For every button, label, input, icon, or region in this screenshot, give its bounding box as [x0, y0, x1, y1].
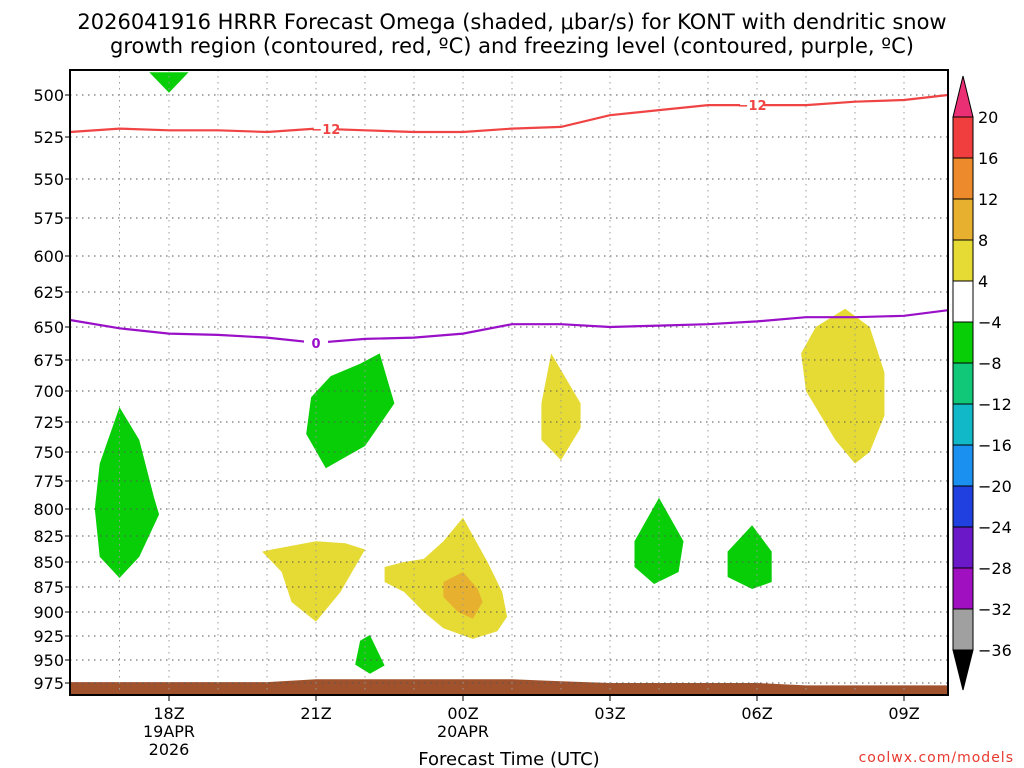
dendritic-12C-contour	[69, 93, 949, 134]
x-tick-label: 03Z	[594, 704, 625, 723]
colorbar-label: −24	[978, 518, 1012, 537]
y-tick-label: 850	[33, 553, 64, 572]
contour-label: −12	[738, 99, 767, 114]
omega-region-2	[94, 407, 160, 578]
colorbar-swatch	[952, 157, 974, 200]
colorbar-bottom-arrow	[952, 649, 974, 691]
contour-label: −12	[311, 123, 340, 138]
x-tick-label: 18Z	[153, 704, 184, 723]
chart-title-line-1: 2026041916 HRRR Forecast Omega (shaded, …	[77, 10, 947, 34]
x-year-label: 2026	[149, 740, 190, 759]
freezing-0C-contour	[69, 309, 949, 344]
y-tick-label: 625	[33, 283, 64, 302]
y-tick-label: 875	[33, 578, 64, 597]
credit-text: coolwx.com/models	[859, 750, 1014, 766]
colorbar-swatch	[952, 485, 974, 528]
omega-region-9	[262, 541, 365, 622]
y-tick-label: 725	[33, 413, 64, 432]
omega-region-10	[384, 517, 508, 639]
y-tick-label: 650	[33, 318, 64, 337]
y-tick-label: 950	[33, 651, 64, 670]
omega-region-11	[443, 572, 483, 619]
contour-label: 0	[311, 337, 320, 352]
contour-label-bg	[313, 121, 338, 136]
plot-frame	[69, 69, 949, 696]
colorbar-label: −4	[978, 313, 1002, 332]
x-tick-label: 06Z	[741, 704, 772, 723]
colorbar-swatch	[952, 567, 974, 610]
colorbar-label: −16	[978, 436, 1012, 455]
colorbar-label: 8	[978, 231, 988, 250]
colorbar-label: −28	[978, 559, 1012, 578]
colorbar-swatch	[952, 321, 974, 364]
y-tick-label: 700	[33, 382, 64, 401]
colorbar-swatch	[952, 280, 974, 323]
colorbar-swatch	[952, 198, 974, 241]
colorbar-label: −20	[978, 477, 1012, 496]
y-tick-label: 925	[33, 627, 64, 646]
x-date-label: 20APR	[437, 722, 489, 741]
terrain-fill	[70, 679, 948, 695]
y-tick-label: 800	[33, 500, 64, 519]
y-tick-label: 575	[33, 209, 64, 228]
y-tick-label: 975	[33, 674, 64, 693]
y-tick-label: 550	[33, 170, 64, 189]
omega-region-4	[355, 635, 385, 674]
y-tick-label: 750	[33, 443, 64, 462]
y-tick-label: 675	[33, 351, 64, 370]
omega-region-8	[801, 308, 885, 464]
colorbar-label: −32	[978, 600, 1012, 619]
colorbar-label: −8	[978, 354, 1002, 373]
x-date-label: 19APR	[143, 722, 195, 741]
colorbar-label: −36	[978, 641, 1012, 660]
colorbar-label: 4	[978, 272, 988, 291]
omega-region-6	[727, 525, 772, 589]
colorbar-swatch	[952, 444, 974, 487]
x-tick-label: 00Z	[447, 704, 478, 723]
y-tick-label: 600	[33, 247, 64, 266]
x-tick-label: 21Z	[300, 704, 331, 723]
colorbar-swatch	[952, 526, 974, 569]
colorbar-label: 12	[978, 190, 998, 209]
contour-label-bg	[304, 335, 328, 350]
colorbar-label: 20	[978, 108, 998, 127]
colorbar-label: 16	[978, 149, 998, 168]
omega-region-3	[306, 353, 395, 469]
x-tick-label: 09Z	[888, 704, 919, 723]
colorbar-swatch	[952, 362, 974, 405]
omega-region-5	[634, 497, 684, 584]
y-tick-label: 775	[33, 472, 64, 491]
y-tick-label: 900	[33, 603, 64, 622]
y-tick-label: 500	[33, 86, 64, 105]
colorbar-swatch	[952, 116, 974, 159]
y-tick-label: 825	[33, 527, 64, 546]
colorbar-swatch	[952, 608, 974, 651]
y-tick-label: 525	[33, 128, 64, 147]
colorbar-swatch	[952, 239, 974, 282]
x-axis-title: Forecast Time (UTC)	[418, 749, 599, 768]
colorbar-label: −12	[978, 395, 1012, 414]
colorbar-swatch	[952, 403, 974, 446]
chart-title-line-2: growth region (contoured, red, ºC) and f…	[110, 34, 914, 58]
colorbar-top-arrow	[952, 75, 974, 118]
contour-label-bg	[740, 98, 765, 113]
